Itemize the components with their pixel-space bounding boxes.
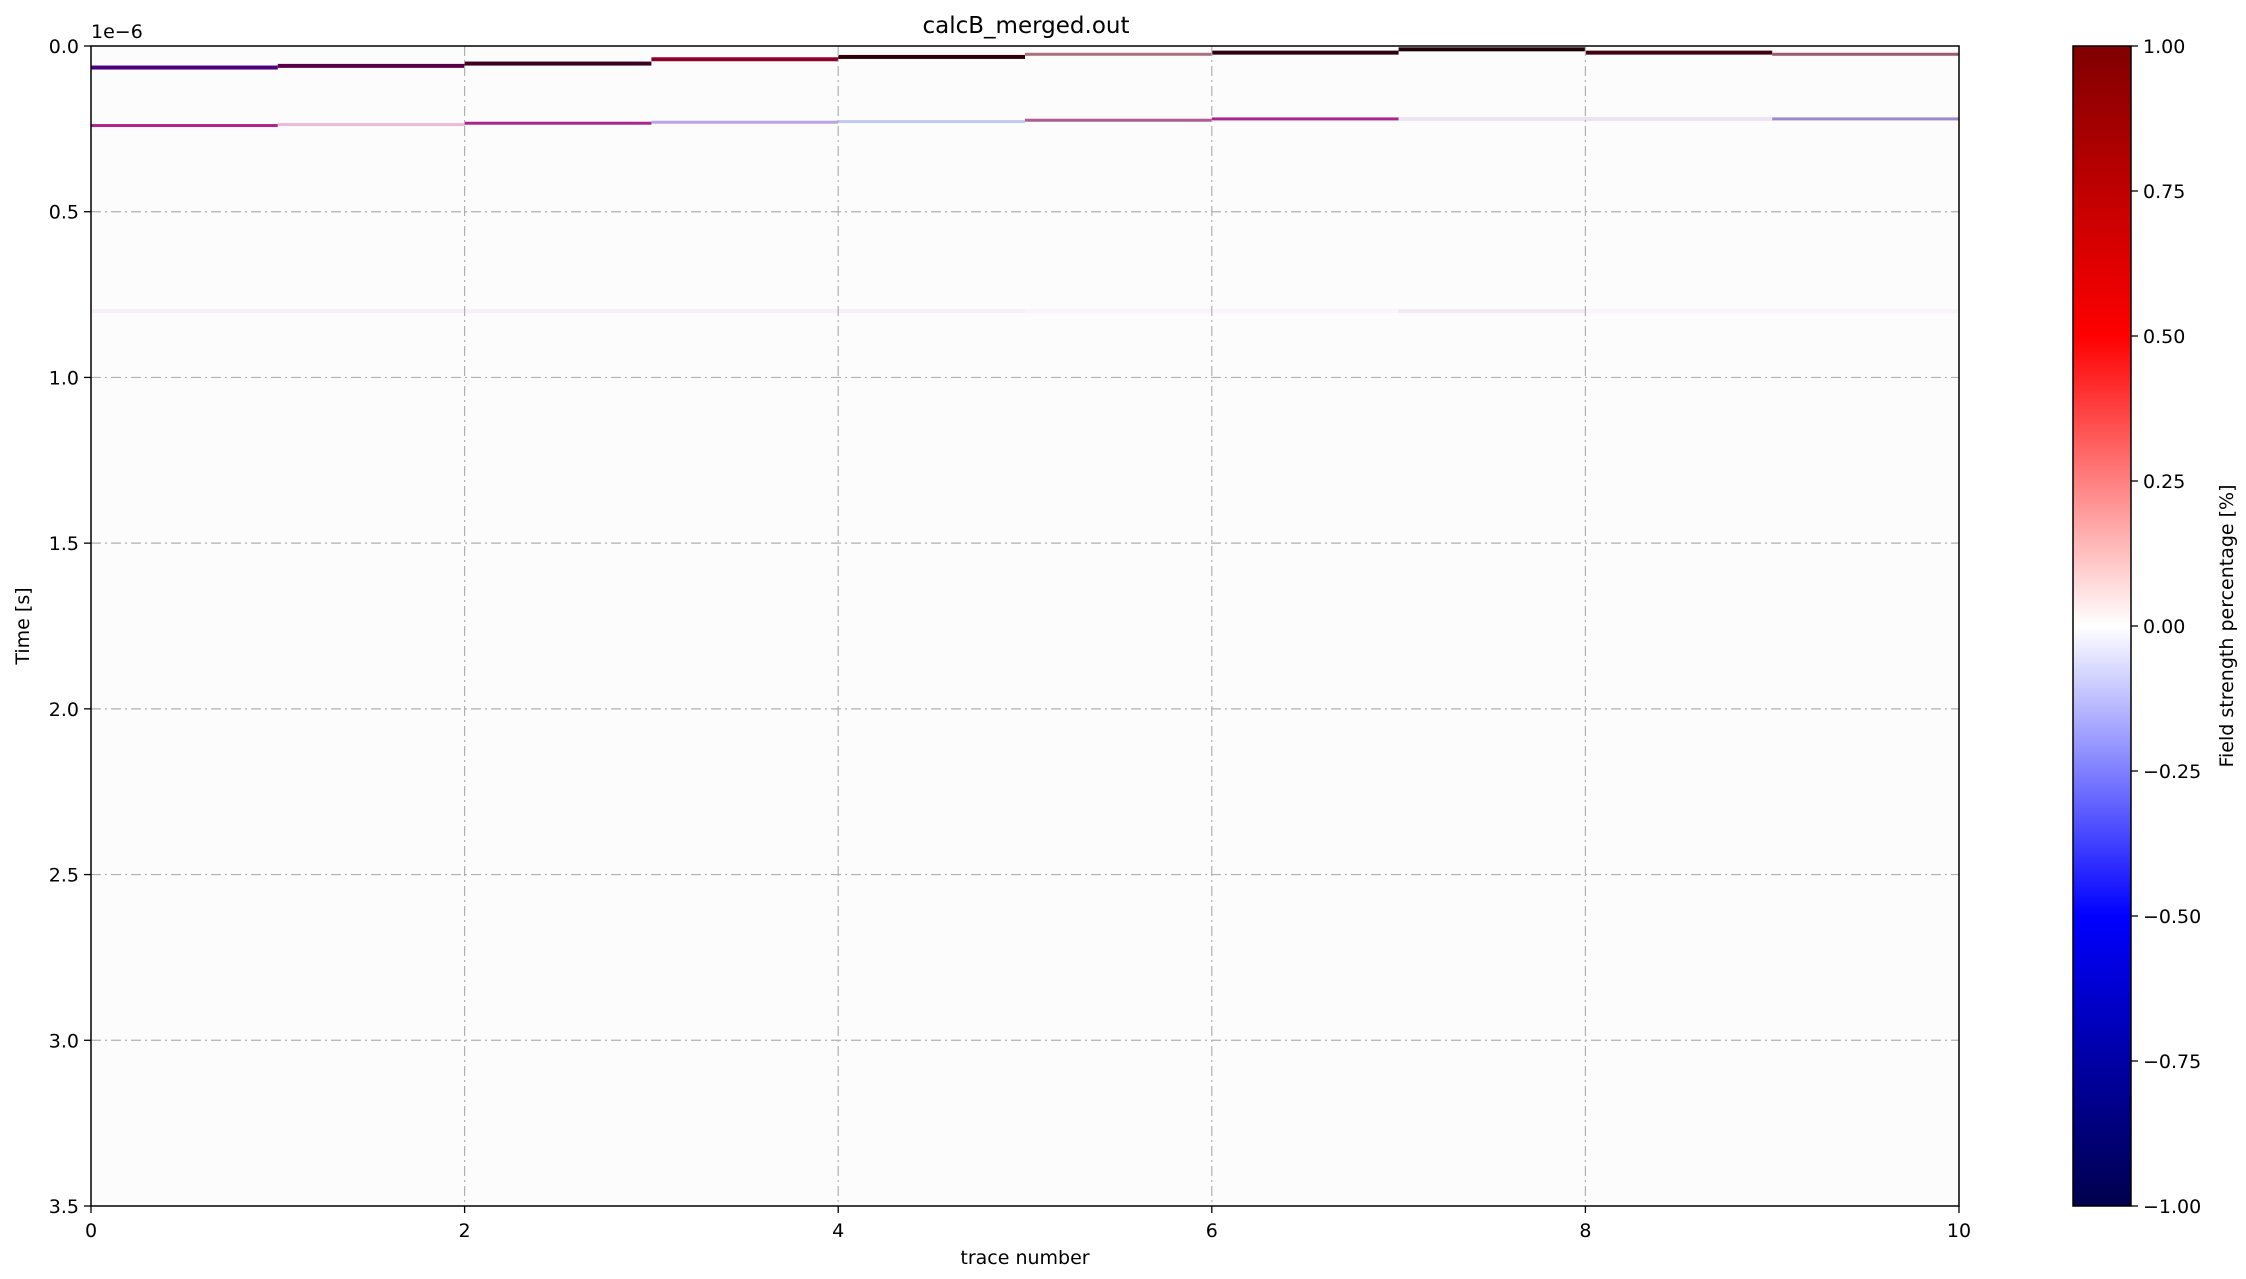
x-tick-label: 8 bbox=[1579, 1220, 1591, 1242]
colorbar-tick-label: 1.00 bbox=[2143, 36, 2185, 58]
heatmap-marks bbox=[91, 47, 1959, 314]
reflection-band-trace-0-0 bbox=[91, 65, 278, 70]
y-axis-label: Time [s] bbox=[12, 587, 34, 665]
plot-background bbox=[91, 46, 1959, 1206]
reflection-band-trace-6-0 bbox=[1211, 50, 1399, 55]
reflection-band-trace-7-0 bbox=[1398, 47, 1586, 52]
reflection-band-trace-9-2 bbox=[1772, 309, 1959, 314]
reflection-band-trace-7-2 bbox=[1398, 309, 1586, 314]
reflection-band-trace-8-0 bbox=[1585, 50, 1773, 55]
reflection-band-trace-6-2 bbox=[1211, 309, 1399, 314]
colorbar-tick-label: −0.75 bbox=[2143, 1051, 2201, 1073]
colorbar-tick-label: 0.00 bbox=[2143, 616, 2185, 638]
y-axis-ticks: 0.0 0.5 1.0 1.5 2.0 2.5 3.0 3.5 bbox=[49, 36, 91, 1218]
x-tick-label: 4 bbox=[832, 1220, 844, 1242]
y-tick-label: 3.5 bbox=[49, 1196, 79, 1218]
chart-title: calcB_merged.out bbox=[923, 13, 1130, 39]
grid-lines bbox=[91, 46, 1959, 1206]
reflection-band-trace-8-2 bbox=[1585, 309, 1773, 314]
y-tick-label: 1.0 bbox=[49, 367, 79, 389]
reflection-band-trace-3-1 bbox=[651, 120, 839, 124]
reflection-band-trace-6-1 bbox=[1211, 117, 1399, 121]
y-tick-label: 2.5 bbox=[49, 865, 79, 887]
reflection-band-trace-4-2 bbox=[838, 309, 1025, 314]
reflection-band-trace-0-2 bbox=[91, 309, 278, 314]
colorbar-tick-label: 0.75 bbox=[2143, 181, 2185, 203]
reflection-band-trace-5-0 bbox=[1025, 52, 1212, 56]
colorbar-tick-label: −0.25 bbox=[2143, 761, 2201, 783]
reflection-band-trace-1-0 bbox=[277, 63, 465, 68]
y-tick-label: 1.5 bbox=[49, 533, 79, 555]
reflection-band-trace-2-1 bbox=[464, 121, 652, 125]
x-axis-label: trace number bbox=[960, 1247, 1089, 1269]
y-tick-label: 3.0 bbox=[49, 1030, 79, 1052]
reflection-band-trace-5-2 bbox=[1025, 309, 1212, 314]
x-tick-label: 10 bbox=[1947, 1220, 1971, 1242]
reflection-band-trace-4-0 bbox=[838, 54, 1025, 59]
x-tick-label: 0 bbox=[85, 1220, 97, 1242]
colorbar-label: Field strength percentage [%] bbox=[2216, 484, 2238, 767]
y-tick-label: 0.0 bbox=[49, 36, 79, 58]
reflection-band-trace-3-2 bbox=[651, 309, 839, 314]
colorbar-tick-label: −0.50 bbox=[2143, 906, 2201, 928]
x-tick-label: 6 bbox=[1206, 1220, 1218, 1242]
reflection-band-trace-3-0 bbox=[651, 57, 839, 62]
reflection-band-trace-7-1 bbox=[1398, 116, 1586, 121]
y-offset-label: 1e−6 bbox=[91, 21, 143, 43]
x-tick-label: 2 bbox=[459, 1220, 471, 1242]
reflection-band-trace-4-1 bbox=[838, 120, 1025, 124]
reflection-band-trace-2-2 bbox=[464, 309, 652, 314]
reflection-band-trace-1-1 bbox=[277, 123, 465, 127]
reflection-band-trace-8-1 bbox=[1585, 116, 1773, 121]
y-tick-label: 2.0 bbox=[49, 699, 79, 721]
reflection-band-trace-5-1 bbox=[1025, 118, 1212, 122]
colorbar-tick-label: 0.50 bbox=[2143, 326, 2185, 348]
colorbar-tick-label: −1.00 bbox=[2143, 1196, 2201, 1218]
reflection-band-trace-0-1 bbox=[91, 124, 278, 128]
y-tick-label: 0.5 bbox=[49, 202, 79, 224]
colorbar-ticks: 1.00 0.75 0.50 0.25 0.00 −0.25 −0.50 −0.75 −1.00 bbox=[2131, 36, 2201, 1218]
reflection-band-trace-9-0 bbox=[1772, 52, 1959, 56]
colorbar bbox=[2072, 45, 2132, 1207]
reflection-band-trace-9-1 bbox=[1772, 117, 1959, 121]
colorbar-tick-label: 0.25 bbox=[2143, 471, 2185, 493]
plot-frame bbox=[90, 45, 1960, 1207]
x-axis-ticks: 0 2 4 6 8 10 bbox=[85, 1206, 1971, 1242]
reflection-band-trace-1-2 bbox=[277, 309, 465, 314]
reflection-band-trace-2-0 bbox=[464, 61, 652, 66]
